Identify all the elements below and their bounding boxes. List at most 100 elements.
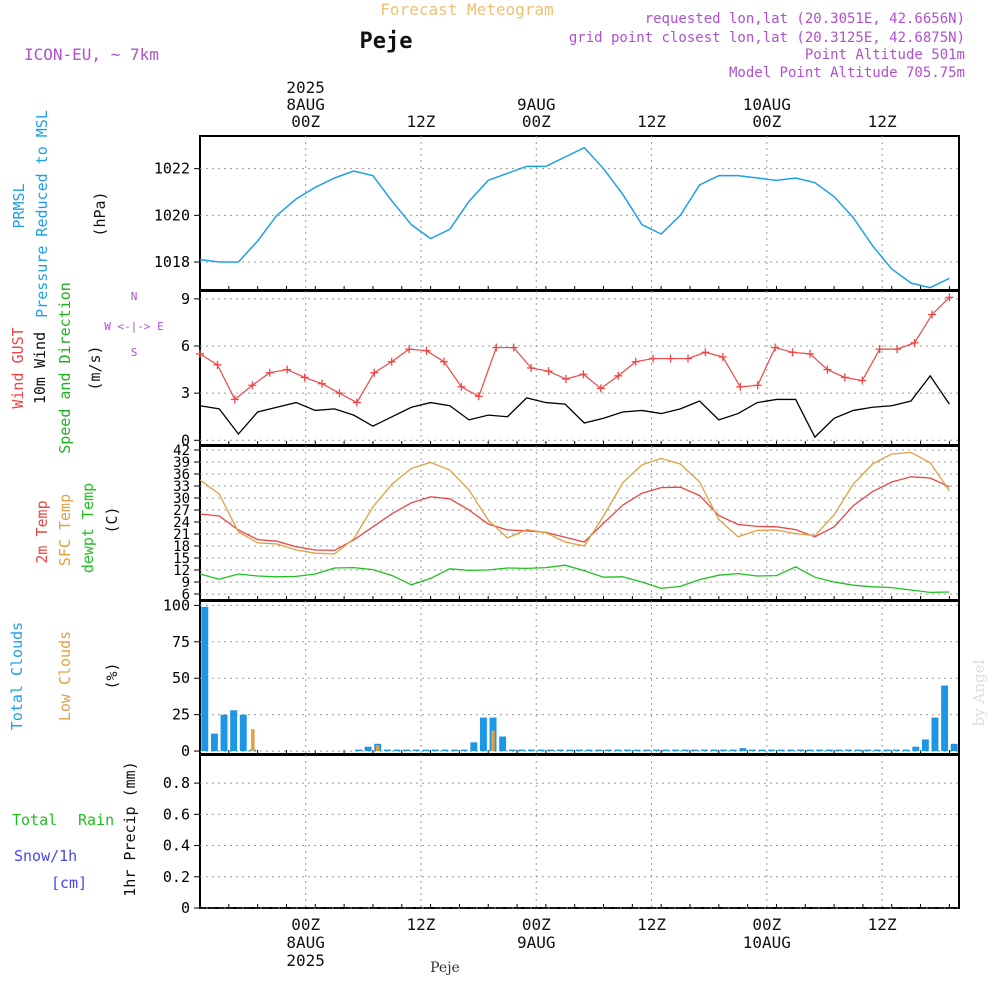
pressure-ytick-label: 1020 <box>154 206 190 224</box>
clouds-ytick-label: 25 <box>172 706 190 724</box>
pressure-label-prmsl: PRMSL <box>10 183 28 228</box>
total-cloud-bar <box>864 749 872 752</box>
panel-grids <box>200 136 959 909</box>
total-cloud-bar <box>470 742 478 752</box>
total-cloud-bar <box>643 749 651 752</box>
total-cloud-bar <box>441 749 449 752</box>
total-cloud-bar <box>739 748 747 752</box>
dewpoint-line <box>199 564 950 594</box>
total-cloud-bar <box>364 746 372 752</box>
pressure-ytick-label: 1018 <box>154 253 190 271</box>
cloud-label-total: Total Clouds <box>8 622 26 730</box>
gust-marker <box>196 349 204 358</box>
pressure-labels: PRMSL Pressure Reduced to MSL (hPa) <box>10 110 109 318</box>
top-time-label: 00Z <box>752 112 781 131</box>
model-altitude: Model Point Altitude 705.75m <box>729 65 965 81</box>
precip-label-unit: 1hr Precip (mm) <box>121 761 139 896</box>
gust-marker <box>474 392 483 401</box>
total-cloud-bar <box>652 749 660 752</box>
legend-rain: Rain <box>78 811 114 829</box>
point-altitude: Point Altitude 501m <box>805 47 965 63</box>
total-cloud-bar <box>758 749 766 752</box>
temperature-ytick-label: 9 <box>182 575 190 591</box>
wind-ytick-label: 0 <box>181 431 190 449</box>
cloud-label-unit: (%) <box>103 662 121 689</box>
pressure-line <box>199 146 950 289</box>
gust-marker <box>283 365 292 374</box>
temp-label-dew: dewpt Temp <box>79 483 97 573</box>
gust-marker <box>439 357 448 366</box>
compass-north: N <box>131 290 138 303</box>
total-cloud-bar <box>556 749 564 752</box>
total-cloud-bar <box>624 749 631 752</box>
wind-series <box>196 293 954 439</box>
gust-marker <box>509 343 518 352</box>
gust-marker <box>265 368 274 377</box>
top-time-label: 12Z <box>868 112 897 131</box>
pressure-label-unit: (hPa) <box>91 191 109 236</box>
gust-marker <box>823 365 832 374</box>
wind-ytick-label: 6 <box>181 337 190 355</box>
gust-marker <box>858 376 867 385</box>
total-cloud-bar <box>537 749 545 752</box>
gust-marker <box>579 370 588 379</box>
total-cloud-bar <box>720 749 728 752</box>
gust-marker <box>631 357 640 366</box>
gust-marker <box>893 345 902 354</box>
gust-marker <box>544 367 553 376</box>
total-cloud-bar <box>777 749 785 752</box>
bottom-time-label: 2025 <box>286 951 325 970</box>
total-cloud-bar <box>902 749 910 752</box>
low-cloud-bar <box>376 745 380 752</box>
temperature-labels: 2m Temp SFC Temp dewpt Temp (C) <box>33 483 121 573</box>
total-cloud-bar <box>576 749 583 752</box>
pressure-frame <box>199 135 960 291</box>
total-cloud-bar <box>941 685 949 752</box>
total-cloud-bar <box>508 749 516 752</box>
gust-marker <box>300 373 309 382</box>
bottom-time-label: 00Z <box>522 915 551 934</box>
total-cloud-bar <box>528 749 535 752</box>
top-time-label: 9AUG <box>517 95 556 114</box>
model-name: ICON-EU, ~ 7km <box>24 45 159 64</box>
total-cloud-bar <box>355 749 362 752</box>
temperature-ytick-label: 36 <box>173 467 190 483</box>
gust-marker <box>736 382 745 391</box>
total-cloud-bar <box>614 749 622 752</box>
total-cloud-bar <box>451 749 459 752</box>
clouds-frame <box>199 600 960 755</box>
total-cloud-bar <box>691 749 699 752</box>
gust-marker <box>840 373 849 382</box>
temp-label-2m: 2m Temp <box>33 500 51 563</box>
total-cloud-bar <box>383 749 391 752</box>
total-cloud-bar <box>210 733 218 752</box>
total-cloud-bar <box>604 749 612 752</box>
top-time-label: 00Z <box>291 112 320 131</box>
station-name: Peje <box>360 29 413 54</box>
total-cloud-bar <box>921 739 929 752</box>
temperature-ytick-label: 33 <box>173 479 190 495</box>
temperature-ytick-label: 24 <box>173 515 190 531</box>
bottom-time-label: 00Z <box>291 915 320 934</box>
total-cloud-bar <box>595 749 603 752</box>
legend-total: Total <box>12 811 57 829</box>
total-cloud-bar <box>710 749 718 752</box>
clouds-ytick-label: 0 <box>181 742 190 760</box>
precip-labels: 1hr Precip (mm) Total Rain Snow/1h [cm] <box>12 761 139 896</box>
bottom-time-label: 12Z <box>407 915 436 934</box>
precip-ytick-label: 0.6 <box>163 805 190 823</box>
gust-marker <box>666 354 675 363</box>
total-cloud-bar <box>662 749 670 752</box>
total-cloud-bar <box>768 749 776 752</box>
legend-snow: Snow/1h <box>14 847 77 865</box>
gust-marker <box>875 345 884 354</box>
total-cloud-bar <box>547 749 555 752</box>
total-cloud-bar <box>239 714 247 752</box>
total-cloud-bar <box>403 749 411 752</box>
precip-ytick-label: 0.4 <box>163 837 190 855</box>
bottom-time-label: 00Z <box>752 915 781 934</box>
gust-marker <box>805 349 814 358</box>
bottom-time-label: 9AUG <box>517 933 556 952</box>
